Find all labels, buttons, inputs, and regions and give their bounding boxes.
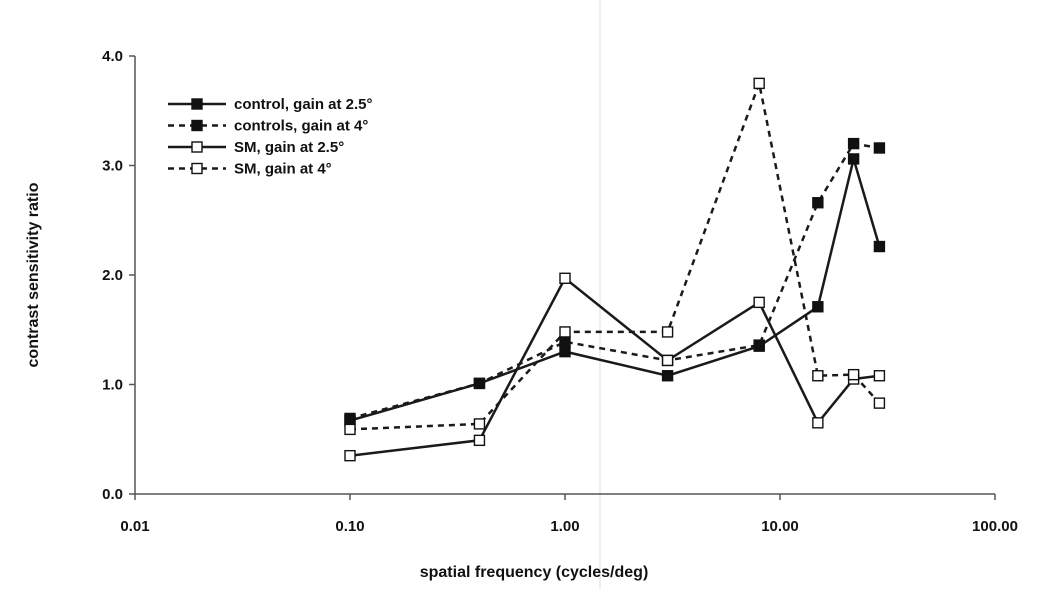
data-point-s2-5 — [753, 339, 765, 351]
x-tick-label: 100.00 — [972, 518, 1018, 535]
data-point-s2-2 — [473, 377, 486, 390]
x-axis-title: spatial frequency (cycles/deg) — [420, 564, 649, 581]
data-point-s2-1 — [344, 412, 356, 425]
data-point-s4-7 — [847, 368, 860, 381]
y-tick-label: 4.0 — [102, 48, 123, 65]
data-point-s1-4 — [661, 370, 674, 382]
legend-label-4: SM, gain at 4° — [234, 161, 332, 178]
axes: 0.0 1.0 2.0 3.0 4.0 0.01 0.10 1.00 10.00 100.00 sp… — [25, 48, 1018, 581]
y-tick-label: 1.0 — [102, 377, 123, 394]
series-line-1 — [349, 154, 881, 422]
data-point-s4-3 — [559, 326, 571, 338]
data-point-s4-2 — [473, 418, 486, 430]
series-line-3 — [349, 276, 880, 457]
data-point-s3-2 — [473, 434, 486, 447]
data-point-s2-3 — [559, 336, 571, 348]
data-point-s4-4 — [661, 326, 674, 338]
legend-marker-3 — [191, 141, 203, 153]
data-point-s4-5 — [753, 77, 765, 90]
data-point-s2-6 — [812, 197, 824, 209]
data-point-s3-6 — [812, 417, 824, 429]
legend-label-2: controls, gain at 4° — [234, 118, 368, 135]
x-tick-label: 0.01 — [120, 518, 149, 535]
series-group — [344, 77, 886, 462]
x-tick-label: 10.00 — [761, 518, 799, 535]
data-point-s1-7 — [847, 153, 860, 165]
data-point-s1-8 — [873, 240, 886, 253]
data-point-s3-8 — [873, 370, 886, 382]
x-tick-label: 0.10 — [335, 518, 364, 535]
data-point-s1-3 — [559, 345, 571, 358]
legend: control, gain at 2.5° controls, gain at 4… — [168, 96, 373, 178]
data-point-s2-7 — [847, 137, 860, 150]
data-point-s1-6 — [812, 301, 824, 313]
legend-marker-1 — [191, 98, 203, 110]
x-tick-label: 1.00 — [550, 518, 579, 535]
data-point-s4-6 — [812, 370, 824, 382]
legend-marker-4 — [191, 162, 203, 175]
series-line-2 — [349, 142, 880, 420]
y-tick-label: 0.0 — [102, 486, 123, 503]
data-point-s3-1 — [344, 449, 356, 462]
data-point-s4-8 — [873, 397, 886, 409]
y-tick-label: 3.0 — [102, 158, 123, 175]
data-point-s3-4 — [661, 354, 674, 367]
data-point-s3-3 — [559, 272, 571, 284]
legend-label-3: SM, gain at 2.5° — [234, 139, 344, 156]
y-axis-title: contrast sensitivity ratio — [25, 182, 42, 367]
y-tick-label: 2.0 — [102, 267, 123, 284]
data-point-s3-5 — [753, 296, 765, 309]
legend-marker-2 — [191, 119, 203, 132]
data-point-s4-1 — [344, 423, 356, 436]
series-line-4 — [349, 78, 881, 431]
legend-label-1: control, gain at 2.5° — [234, 96, 373, 113]
data-point-s2-8 — [873, 142, 886, 154]
